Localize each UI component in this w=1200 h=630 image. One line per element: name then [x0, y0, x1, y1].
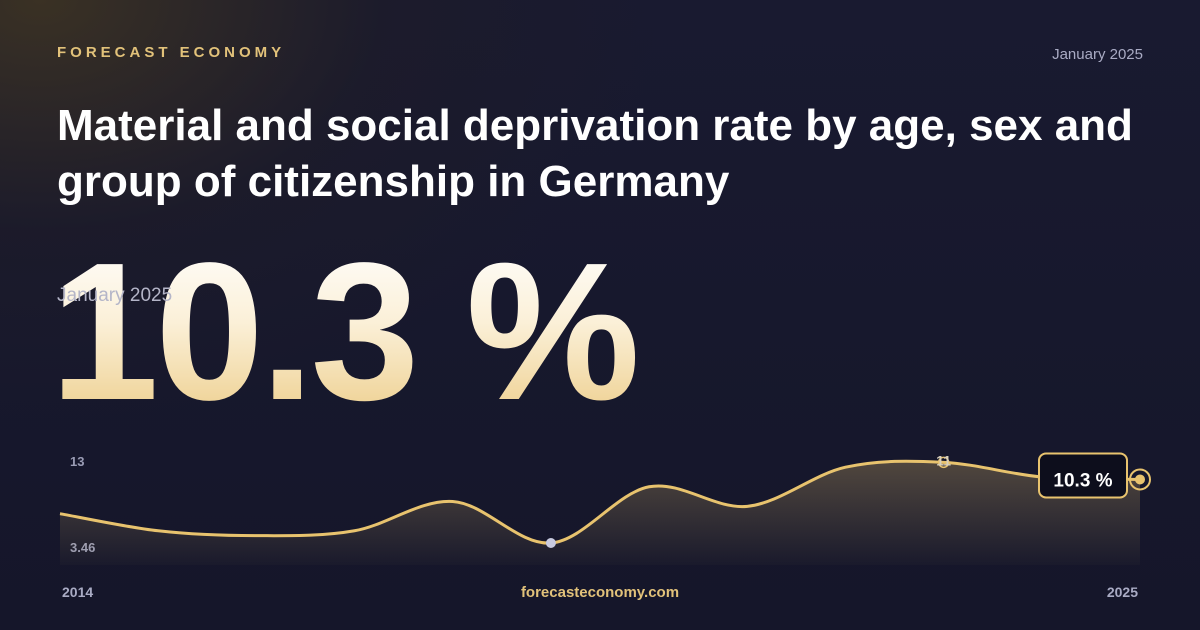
last-point [1135, 474, 1145, 485]
title: Material and social deprivation rate by … [57, 101, 1133, 206]
last-point-ring [1129, 468, 1151, 491]
brand: FORECAST ECONOMY [57, 44, 286, 61]
min-point [545, 538, 556, 548]
x-tick-label: 2025 [1107, 584, 1138, 600]
max-point [937, 456, 950, 469]
date: January 2025 [1052, 46, 1143, 63]
value-label: 11 [936, 452, 951, 468]
footer: forecasteconomy.com [520, 584, 680, 601]
line [59, 459, 1141, 545]
area [60, 461, 1140, 565]
value-badge [1038, 452, 1128, 499]
headline-date: January 2025 [57, 285, 173, 306]
value-label: 10.3 % [1053, 470, 1112, 491]
max-label: 13 [70, 454, 84, 469]
x-tick-label: 2014 [62, 584, 93, 600]
headline-value: 10.3 % [50, 222, 640, 441]
